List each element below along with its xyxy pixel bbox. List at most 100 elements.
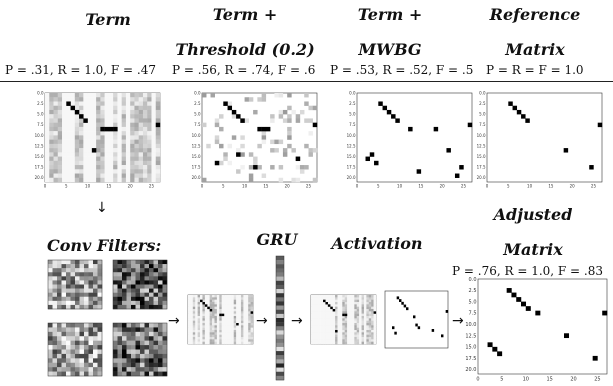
matrix-cell [226, 306, 230, 310]
matrix-cell [320, 313, 324, 317]
matrix-cell [188, 327, 191, 331]
match-cell [511, 292, 517, 298]
matrix-cell [240, 165, 245, 170]
matrix-cell [325, 316, 329, 319]
filter-cell [122, 296, 127, 302]
filter-cell [88, 327, 94, 333]
matrix-cell [335, 316, 338, 319]
matrix-cell [151, 118, 156, 123]
matrix-cell [53, 114, 58, 119]
matrix-cell [49, 97, 54, 102]
filter-cell [140, 296, 145, 302]
matrix-cell [209, 332, 213, 335]
matrix-cell [113, 93, 118, 98]
match-cell [240, 118, 245, 123]
matrix-cell [87, 97, 93, 102]
matrix-cell [363, 309, 367, 312]
filter-cell [66, 362, 71, 368]
matrix-cell [354, 332, 357, 335]
filter-cell [153, 296, 159, 302]
matrix-cell [62, 105, 67, 111]
matrix-cell [308, 131, 313, 136]
matrix-cell [221, 302, 225, 305]
matrix-cell [113, 165, 118, 170]
matrix-cell [121, 97, 127, 102]
filter-cell [126, 260, 132, 265]
filter-cell [149, 272, 154, 277]
matrix-cell [134, 114, 139, 119]
matrix-cell [313, 320, 317, 324]
filter-cell [158, 264, 163, 269]
matrix-cell [231, 316, 234, 319]
matrix-cell [332, 306, 336, 310]
filter-cell [84, 288, 89, 293]
matrix-cell [49, 160, 54, 166]
matrix-cell [354, 309, 357, 312]
matrix-cell [206, 143, 211, 149]
filter-cell [61, 327, 67, 333]
filter-cell [144, 362, 150, 368]
matrix-cell [238, 332, 242, 335]
matrix-cell [96, 135, 101, 140]
filter-cell [79, 340, 85, 346]
matrix-cell [96, 97, 101, 102]
filter-cell [135, 268, 141, 273]
filter-cell [79, 353, 85, 359]
matrix-cell [151, 160, 156, 166]
matrix-cell [330, 311, 333, 314]
filter-cell [52, 371, 58, 377]
matrix-cell [209, 316, 213, 319]
match-cell [512, 105, 518, 111]
y-tick-label: 10.0 [465, 322, 476, 328]
matrix-cell [130, 148, 135, 153]
matrix-cell [219, 327, 222, 331]
filter-cell [162, 345, 168, 350]
matrix-cell [134, 118, 139, 123]
matrix-cell [261, 97, 267, 102]
matrix-cell [361, 337, 365, 340]
matrix-cell [342, 339, 345, 342]
filter-cell [79, 367, 85, 372]
match-cell [104, 126, 110, 132]
matrix-cell [320, 297, 324, 300]
matrix-cell [83, 135, 88, 140]
filter-cell [131, 327, 136, 333]
filter-cell [126, 353, 132, 359]
matrix-cell [207, 295, 210, 298]
matrix-cell [228, 299, 232, 303]
filter-cell [84, 264, 89, 269]
matrix-cell [202, 297, 206, 300]
filter-cell [144, 260, 150, 265]
matrix-cell [216, 330, 220, 333]
matrix-cell [45, 97, 50, 102]
filter-cell [48, 300, 53, 306]
matrix-cell [359, 299, 362, 303]
match-cell [100, 126, 105, 132]
filter-cell [88, 331, 94, 337]
matrix-cell [100, 139, 105, 145]
matrix-cell [320, 330, 324, 333]
matrix-cell [130, 93, 135, 98]
matrix-cell [228, 325, 232, 328]
matrix-cell [335, 323, 338, 326]
matrix-cell [134, 93, 139, 98]
matrix-cell [238, 327, 242, 331]
matrix-cell [204, 330, 208, 333]
matrix-cell [204, 316, 208, 319]
filter-cell [117, 272, 123, 277]
filter-cell [57, 304, 62, 310]
matrix-cell [212, 295, 215, 298]
matrix-cell [207, 332, 210, 335]
filter-cell [57, 327, 62, 333]
match-cell [521, 114, 526, 119]
matrix-cell [308, 152, 313, 157]
filter-cell [52, 268, 58, 273]
matrix-cell [278, 165, 284, 170]
matrix-cell [219, 295, 222, 298]
matrix-cell [250, 306, 254, 310]
matrix-cell [351, 318, 355, 321]
filter-cell [75, 367, 80, 372]
matrix-cell [315, 297, 319, 300]
matrix-cell [121, 109, 127, 115]
filter-cell [66, 284, 71, 289]
